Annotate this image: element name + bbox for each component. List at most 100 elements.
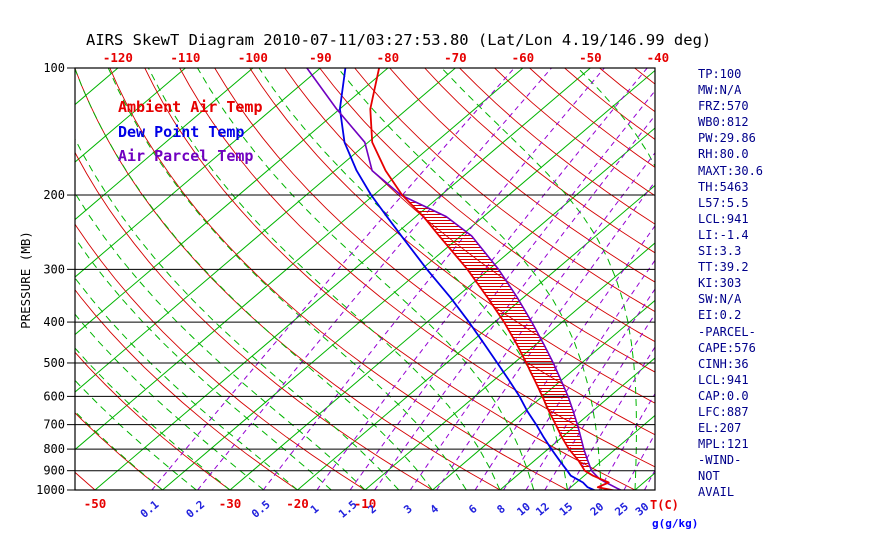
stat-line: FRZ:570 [698,99,749,114]
pressure-label: 100 [43,61,65,75]
stat-line: TP:100 [698,67,742,81]
legend-dew-point: Dew Point Temp [118,123,244,141]
trace-ambient-air-temp [369,68,617,490]
mixing-ratio-label: 0.1 [138,498,162,521]
stat-line: KI:303 [698,276,742,291]
mixing-ratio-unit-label: g(g/kg) [652,517,698,530]
isotherm [75,68,186,163]
trace-dew-point-temp [338,68,597,490]
mixing-ratio-label: 4 [428,502,442,516]
bottom-temp-label: -50 [84,496,107,511]
stat-line: CAPE:576 [698,340,756,355]
isotherm [297,184,655,490]
moist-adiabat [441,68,638,490]
stat-line: EI:0.2 [698,308,742,323]
isotherm [432,299,655,490]
dry-adiabat [214,68,655,436]
dry-adiabat [424,68,655,254]
mixing-ratio-label: 6 [466,502,480,516]
dry-adiabat [319,68,655,343]
mixing-ratio-line [409,152,655,490]
mixing-ratio-label: 2 [366,502,379,516]
mixing-ratio-line [262,68,605,490]
moist-adiabat [75,68,433,490]
stat-line: MW:N/A [698,83,742,98]
dry-adiabat [459,68,655,225]
page-title: AIRS SkewT Diagram 2010-07-11/03:27:53.8… [86,31,712,49]
top-temp-label: -120 [103,50,133,65]
dry-adiabat [75,351,231,490]
stats-panel: TP:100 MW:N/A FRZ:570 WB0:812 PW:29.86 RH:80.… [698,66,870,501]
dry-adiabat [75,151,433,490]
mixing-ratio-line [567,346,655,490]
mixing-ratio-label: 30 [633,500,652,518]
stat-line: LCL:941 [698,372,749,387]
mixing-ratio-label: 25 [613,500,632,518]
top-temp-label: -60 [512,50,535,65]
moist-adiabat [75,137,400,490]
top-temp-label: -90 [309,50,332,65]
stat-line: EL:207 [698,421,742,436]
stat-line: SI:3.3 [698,244,742,259]
isotherm [75,68,321,278]
stat-line: L57:5.5 [698,195,749,210]
top-temp-label: -100 [238,50,268,65]
moist-adiabat [197,68,535,490]
top-temp-label: -70 [444,50,467,65]
mixing-ratio-line [436,180,655,490]
stat-line: PW:29.86 [698,131,756,146]
moist-adiabat [75,277,298,490]
legend-ambient-temp: Ambient Air Temp [118,98,263,116]
mixing-ratio-label: 3 [401,502,414,516]
isotherm [75,68,254,221]
temp-axis-unit-label: T(C) [650,498,679,512]
mixing-ratio-line [151,68,515,490]
moist-adiabat [75,347,231,490]
moist-adiabat [337,68,602,490]
pressure-label: 200 [43,188,65,202]
mixing-ratio-line [598,392,655,490]
trace-air-parcel-temp [306,68,623,490]
pressure-label: 300 [43,262,65,276]
mixing-ratio-label: 10 [515,500,534,518]
stat-line: TH:5463 [698,179,749,194]
mixing-ratio-line [197,68,552,490]
moist-adiabat-lines [75,68,655,490]
mixing-ratio-label: 12 [533,500,552,518]
stat-line: AVAIL [698,485,735,500]
mixing-ratio-label: 0.2 [184,498,208,521]
moist-adiabat [577,68,655,168]
mixing-ratio-line [544,313,655,490]
mixing-ratio-line [474,225,655,490]
top-temp-label: -110 [170,50,200,65]
isotherm [499,357,655,490]
mixing-ratio-label: 15 [557,500,576,518]
dry-adiabat [75,223,366,490]
pressure-label: 1000 [36,483,65,497]
dry-adiabat [75,412,163,490]
isotherm [94,68,591,490]
moist-adiabat [258,68,568,490]
stat-line: TT:39.2 [698,260,749,275]
pressure-label: 600 [43,389,65,403]
mixing-ratio-label: 1 [308,502,322,516]
stat-line: WB0:812 [698,115,749,130]
moist-adiabat [107,68,467,490]
bottom-temp-label: -20 [286,496,309,511]
stat-line: CINH:36 [698,356,749,371]
stat-line: MAXT:30.6 [698,163,764,178]
mixing-ratio-label: 0.5 [249,498,273,521]
legend-air-parcel: Air Parcel Temp [118,147,253,165]
stat-line: LCL:941 [698,211,749,226]
stat-line: NOT [698,469,720,484]
stat-line: -PARCEL- [698,324,756,339]
pressure-label: 900 [43,464,65,478]
dry-adiabat [494,68,655,197]
top-temp-label: -40 [647,50,670,65]
pressure-label: 400 [43,315,65,329]
stat-line: LFC:887 [698,404,749,419]
dry-adiabat [75,289,298,490]
mixing-ratio-label: 8 [494,502,507,516]
bottom-temp-label: -30 [219,496,242,511]
